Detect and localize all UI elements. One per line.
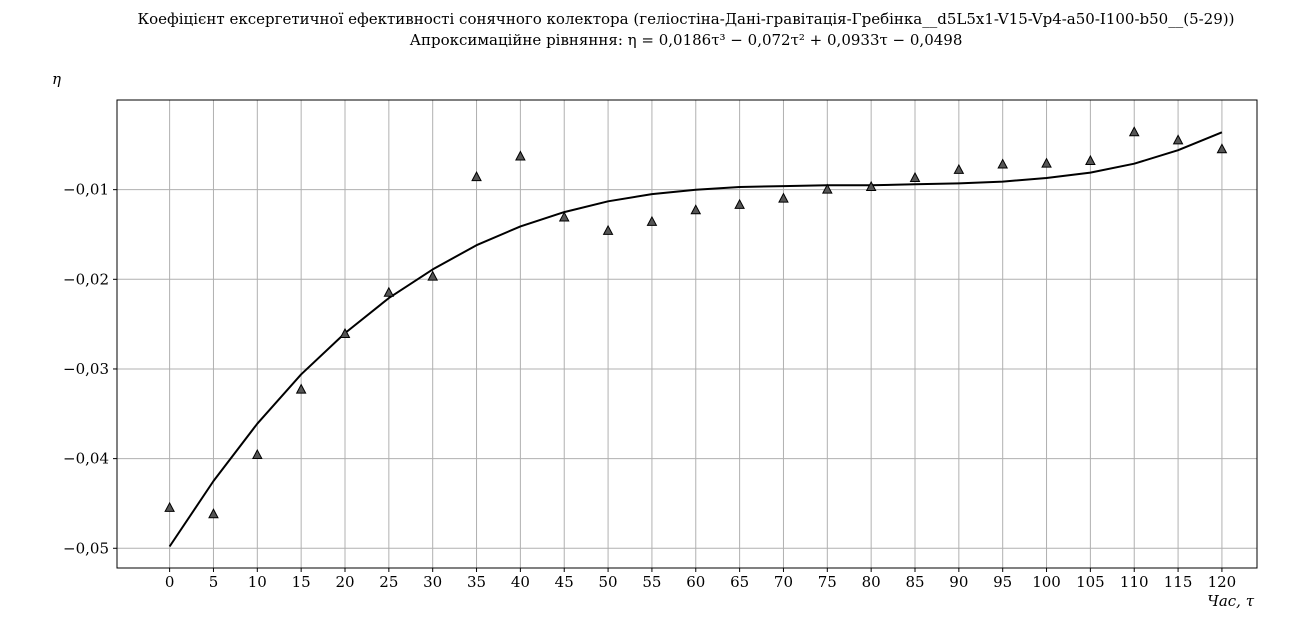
x-tick-label: 110 <box>1120 573 1149 591</box>
data-point-marker <box>1085 154 1096 165</box>
x-tick-label: 20 <box>335 573 354 591</box>
x-tick-label: 30 <box>423 573 442 591</box>
x-tick-label: 50 <box>599 573 618 591</box>
data-point-marker <box>1128 126 1140 137</box>
x-axis-ticks: 0 5 10 15 20 25 30 35 40 45 50 55 60 65 70 75 80 85 90 95 10… <box>165 568 1236 591</box>
x-tick-label: 105 <box>1076 573 1105 591</box>
data-point-marker <box>295 383 307 394</box>
x-tick-label: 15 <box>292 573 311 591</box>
y-tick-label: −0,01 <box>63 181 109 199</box>
data-point-marker <box>515 150 526 161</box>
data-point-marker <box>427 270 439 281</box>
x-tick-label: 120 <box>1208 573 1237 591</box>
plot-area <box>116 99 1258 569</box>
x-tick-label: 90 <box>949 573 968 591</box>
data-point-marker <box>909 171 921 182</box>
x-tick-label: 80 <box>862 573 881 591</box>
data-point-marker <box>953 163 965 174</box>
x-tick-label: 45 <box>555 573 574 591</box>
data-point-marker <box>865 180 877 191</box>
x-tick-label: 100 <box>1032 573 1061 591</box>
data-point-marker <box>821 183 833 194</box>
data-point-marker <box>997 158 1009 169</box>
data-point-marker <box>1216 143 1228 154</box>
data-point-marker <box>778 192 789 203</box>
y-axis-ticks: −0,05 −0,04 −0,03 −0,02 −0,01 <box>63 181 117 557</box>
data-point-marker <box>602 224 614 235</box>
x-tick-label: 85 <box>905 573 924 591</box>
y-tick-label: −0,02 <box>63 270 109 288</box>
data-point-marker <box>734 198 745 209</box>
y-tick-label: −0,04 <box>63 450 109 468</box>
x-tick-label: 115 <box>1164 573 1193 591</box>
y-tick-label: −0,05 <box>63 539 109 557</box>
chart-title: Коефіцієнт ексергетичної ефективності со… <box>137 10 1235 28</box>
chart-subtitle: Апроксимаційне рівняння: η = 0,0186τ³ − … <box>409 31 963 49</box>
y-tick-label: −0,03 <box>63 360 109 378</box>
x-tick-label: 5 <box>209 573 219 591</box>
data-point-marker <box>690 204 702 215</box>
y-axis-label: η <box>52 70 61 88</box>
x-axis-label: Час, τ <box>1207 592 1254 610</box>
data-point-marker <box>339 327 351 338</box>
x-tick-label: 60 <box>686 573 705 591</box>
x-tick-label: 65 <box>730 573 749 591</box>
x-tick-label: 95 <box>993 573 1012 591</box>
x-tick-label: 10 <box>248 573 267 591</box>
grid <box>117 100 1257 568</box>
x-tick-label: 70 <box>774 573 793 591</box>
data-point-marker <box>1041 157 1052 168</box>
x-tick-label: 40 <box>511 573 530 591</box>
measured-series <box>164 126 1228 519</box>
x-tick-label: 25 <box>379 573 398 591</box>
data-point-marker <box>558 211 570 222</box>
data-point-marker <box>383 286 395 297</box>
x-tick-label: 0 <box>165 573 175 591</box>
data-point-marker <box>471 171 482 182</box>
data-point-marker <box>251 448 263 460</box>
x-tick-label: 55 <box>642 573 661 591</box>
data-point-marker <box>646 215 658 226</box>
x-tick-label: 75 <box>818 573 837 591</box>
data-point-marker <box>1172 134 1184 145</box>
x-tick-label: 35 <box>467 573 486 591</box>
data-point-marker <box>208 508 219 519</box>
data-point-marker <box>164 501 175 512</box>
